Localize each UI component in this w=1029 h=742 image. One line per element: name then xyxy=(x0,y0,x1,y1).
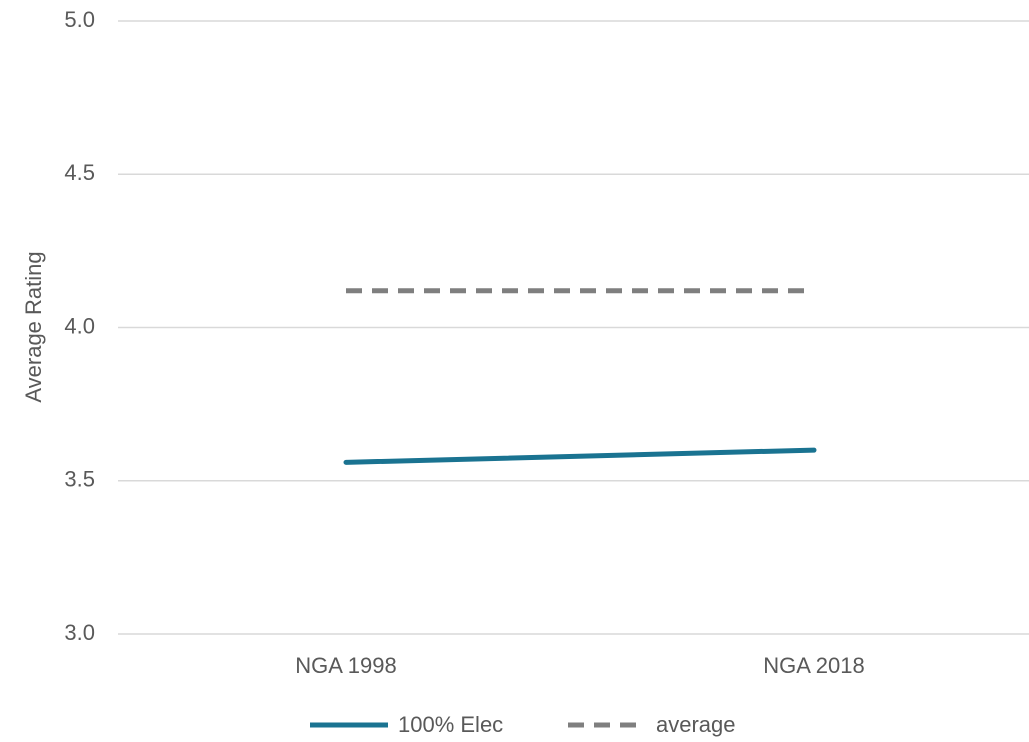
x-tick-label: NGA 2018 xyxy=(763,653,865,678)
legend-label: average xyxy=(656,712,736,737)
y-tick-label: 4.5 xyxy=(64,160,95,185)
y-tick-label: 3.0 xyxy=(64,620,95,645)
legend-label: 100% Elec xyxy=(398,712,503,737)
y-tick-label: 3.5 xyxy=(64,467,95,492)
x-tick-label: NGA 1998 xyxy=(295,653,397,678)
y-tick-label: 4.0 xyxy=(64,313,95,338)
y-axis-label: Average Rating xyxy=(21,251,46,402)
y-tick-label: 5.0 xyxy=(64,7,95,32)
series-line xyxy=(343,447,817,465)
